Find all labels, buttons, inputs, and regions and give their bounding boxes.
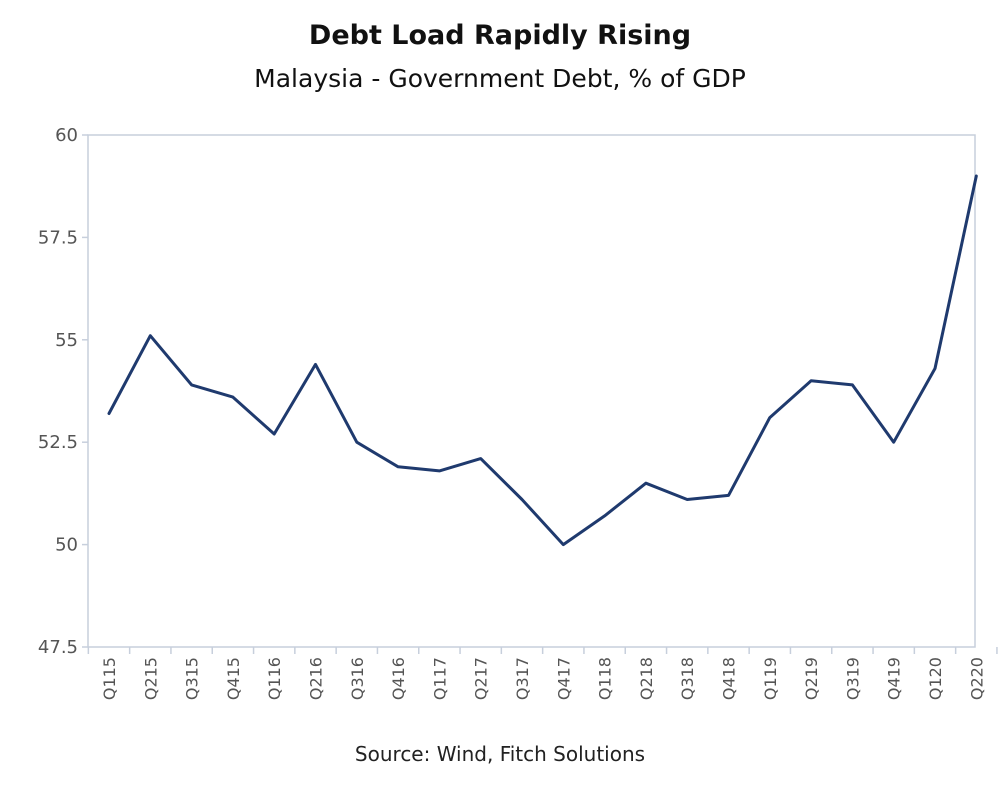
chart-axes [87,134,976,648]
plot-frame [87,134,976,648]
x-tick-label: Q318 [678,657,697,700]
x-tick-label: Q319 [843,657,862,700]
x-tick-label: Q419 [885,657,904,700]
x-tick-label: Q415 [224,657,243,700]
y-tick-label: 55 [55,330,78,351]
x-tick-label: Q220 [967,657,986,700]
y-tick-label: 50 [55,535,78,556]
x-tick-label: Q116 [265,657,284,700]
x-tick-label: Q417 [554,657,573,700]
y-tick-label: 52.5 [38,432,78,453]
x-tick-label: Q117 [430,657,449,700]
x-tick-label: Q216 [307,657,326,700]
x-tick-label: Q317 [513,657,532,700]
x-axis-ticks: Q115 Q215 Q315 Q415 Q116 Q216 Q316 Q416 Q117 Q217… [87,647,998,700]
x-tick-label: Q315 [183,657,202,700]
x-tick-label: Q217 [472,657,491,700]
x-tick-label: Q218 [637,657,656,700]
y-axis-ticks: 47.5 50 52.5 55 57.5 60 [38,125,88,658]
x-tick-label: Q418 [720,657,739,700]
chart-subtitle: Malaysia - Government Debt, % of GDP [254,64,746,93]
x-tick-label: Q316 [348,657,367,700]
y-tick-label: 60 [55,125,78,146]
x-tick-label: Q219 [802,657,821,700]
x-tick-label: Q416 [389,657,408,700]
x-tick-label: Q120 [926,657,945,700]
y-tick-label: 47.5 [38,637,78,658]
x-tick-label: Q118 [596,657,615,700]
x-tick-label: Q119 [761,657,780,700]
source-note: Source: Wind, Fitch Solutions [354,742,646,766]
y-tick-label: 57.5 [38,227,78,248]
series-group [107,174,978,547]
chart-title: Debt Load Rapidly Rising [308,20,692,51]
series-line [107,174,978,547]
x-tick-label: Q115 [100,657,119,700]
x-tick-label: Q215 [141,657,160,700]
